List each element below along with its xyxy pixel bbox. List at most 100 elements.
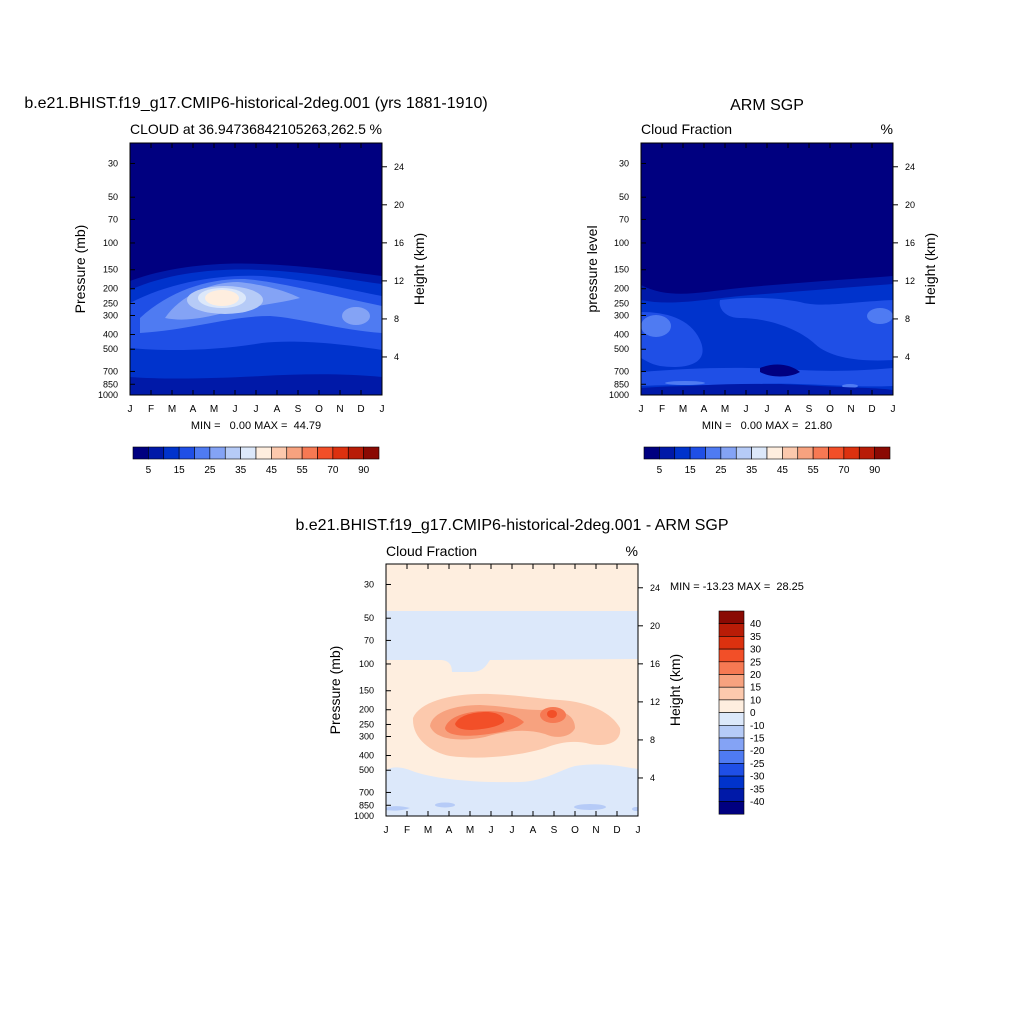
colorbar-swatch	[828, 446, 845, 460]
model-axes: J F M A M J J A S O N D J 30 50 70 100 150 200 250 300 400 500…	[98, 143, 404, 415]
y-tick-right-label: 24	[394, 162, 404, 172]
diff-band-lower-pale	[386, 806, 410, 811]
panel-model: b.e21.BHIST.f19_g17.CMIP6-historical-2de…	[24, 95, 487, 476]
colorbar-swatch	[812, 446, 829, 460]
obs-level-4d	[842, 384, 858, 388]
colorbar-label: 70	[327, 465, 339, 476]
colorbar-label: 15	[750, 683, 762, 694]
x-tick-label: A	[785, 404, 792, 415]
diff-pale-3	[632, 807, 638, 811]
y-tick-label: 500	[103, 344, 118, 354]
x-tick-label: D	[613, 825, 620, 836]
colorbar-swatch	[255, 446, 272, 460]
colorbar-label: 5	[657, 465, 663, 476]
y-tick-label: 300	[614, 311, 629, 321]
x-tick-label: M	[466, 825, 474, 836]
diff-ylabel-right: Height (km)	[667, 654, 683, 726]
x-tick-label: J	[765, 404, 770, 415]
diff-level-25b	[547, 710, 557, 718]
colorbar-label: -30	[750, 772, 765, 783]
y-tick-label: 850	[359, 800, 374, 810]
y-tick-label: 50	[364, 613, 374, 623]
x-tick-label: S	[295, 404, 302, 415]
obs-dark-patch	[760, 364, 800, 377]
x-tick-label: N	[847, 404, 854, 415]
y-tick-label: 50	[108, 192, 118, 202]
x-tick-label: M	[721, 404, 729, 415]
y-tick-right-label: 12	[394, 276, 404, 286]
colorbar-label: -40	[750, 797, 765, 808]
colorbar-label: 0	[750, 708, 756, 719]
y-tick-right-label: 16	[905, 238, 915, 248]
colorbar-swatch	[718, 661, 745, 675]
colorbar-swatch	[874, 446, 891, 460]
colorbar-swatch	[132, 446, 149, 460]
x-tick-label: J	[744, 404, 749, 415]
model-ylabel-right: Height (km)	[411, 233, 427, 305]
colorbar-label: 40	[750, 619, 762, 630]
colorbar-label: 30	[750, 645, 762, 656]
colorbar-swatch	[163, 446, 180, 460]
x-tick-label: J	[510, 825, 515, 836]
x-tick-label: D	[868, 404, 875, 415]
y-tick-label: 250	[614, 298, 629, 308]
x-tick-label: J	[380, 404, 385, 415]
y-tick-label: 150	[359, 686, 374, 696]
y-tick-right-label: 4	[905, 352, 910, 362]
obs-ylabel-right: Height (km)	[922, 233, 938, 305]
model-field	[130, 143, 382, 395]
y-tick-right-label: 12	[650, 697, 660, 707]
colorbar-swatch	[718, 636, 745, 650]
y-tick-label: 1000	[609, 390, 629, 400]
y-tick-label: 700	[614, 366, 629, 376]
y-tick-right-label: 24	[650, 583, 660, 593]
colorbar-swatch	[643, 446, 660, 460]
colorbar-swatch	[718, 763, 745, 777]
obs-field	[641, 143, 893, 395]
model-colorbar: 5 15 25 35 45 55 70 90	[132, 446, 380, 476]
x-tick-label: O	[315, 404, 323, 415]
colorbar-swatch	[843, 446, 860, 460]
colorbar-swatch	[751, 446, 768, 460]
colorbar-swatch	[271, 446, 288, 460]
y-tick-label: 500	[359, 765, 374, 775]
colorbar-swatch	[674, 446, 691, 460]
colorbar-swatch	[797, 446, 814, 460]
colorbar-swatch	[735, 446, 752, 460]
x-tick-label: D	[357, 404, 364, 415]
x-tick-label: M	[679, 404, 687, 415]
colorbar-label: -15	[750, 734, 765, 745]
y-tick-right-label: 20	[905, 200, 915, 210]
colorbar-label: 5	[146, 465, 152, 476]
obs-axes: J F M A M J J A S O N D J 30 50 70 100 150 200 250 300 400 500…	[609, 143, 915, 415]
model-title: b.e21.BHIST.f19_g17.CMIP6-historical-2de…	[24, 95, 487, 112]
y-tick-label: 400	[359, 751, 374, 761]
obs-level-4c	[665, 381, 705, 385]
y-tick-label: 30	[619, 158, 629, 168]
colorbar-label: 15	[174, 465, 186, 476]
colorbar-label: 25	[204, 465, 216, 476]
y-tick-label: 70	[364, 635, 374, 645]
y-tick-right-label: 8	[905, 314, 910, 324]
y-tick-label: 50	[619, 192, 629, 202]
colorbar-label: -10	[750, 721, 765, 732]
model-left-label: CLOUD at 36.94736842105263,262.5	[130, 121, 366, 137]
colorbar-swatch	[718, 750, 745, 764]
model-stats: MIN = 0.00 MAX = 44.79	[191, 420, 321, 432]
colorbar-swatch	[209, 446, 226, 460]
colorbar-label: 25	[715, 465, 727, 476]
obs-colorbar: 5 15 25 35 45 55 70 90	[643, 446, 891, 476]
colorbar-swatch	[720, 446, 737, 460]
x-tick-label: A	[701, 404, 708, 415]
obs-level-3b	[719, 297, 893, 361]
x-tick-label: J	[128, 404, 133, 415]
colorbar-label: -25	[750, 759, 765, 770]
colorbar-swatch	[718, 699, 745, 713]
diff-stats: MIN = -13.23 MAX = 28.25	[670, 581, 804, 593]
model-level-8	[205, 290, 239, 306]
x-tick-label: S	[551, 825, 558, 836]
y-tick-label: 100	[359, 659, 374, 669]
diff-pale-2	[574, 804, 606, 810]
